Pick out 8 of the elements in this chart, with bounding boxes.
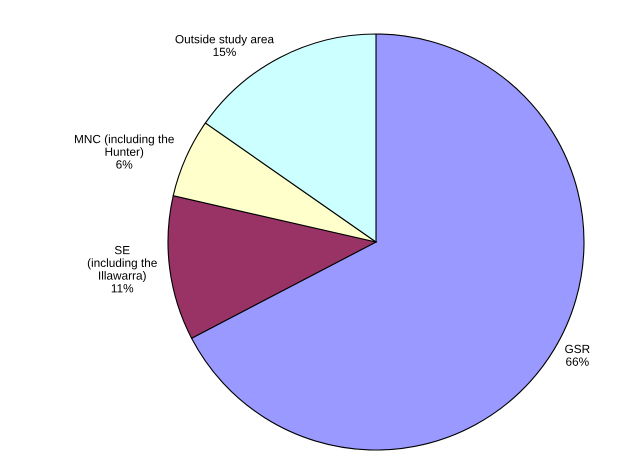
slice-label: MNC (including the Hunter)	[74, 134, 174, 158]
slice-label: SE (including the Illawarra)	[88, 246, 157, 282]
data-label: 6%	[116, 160, 132, 169]
data-label: 11%	[112, 284, 134, 292]
slice-label: Outside study area	[175, 34, 274, 46]
data-label: 66%	[566, 357, 589, 366]
slice-label: GSR	[565, 344, 590, 354]
data-label: 15%	[214, 48, 236, 56]
